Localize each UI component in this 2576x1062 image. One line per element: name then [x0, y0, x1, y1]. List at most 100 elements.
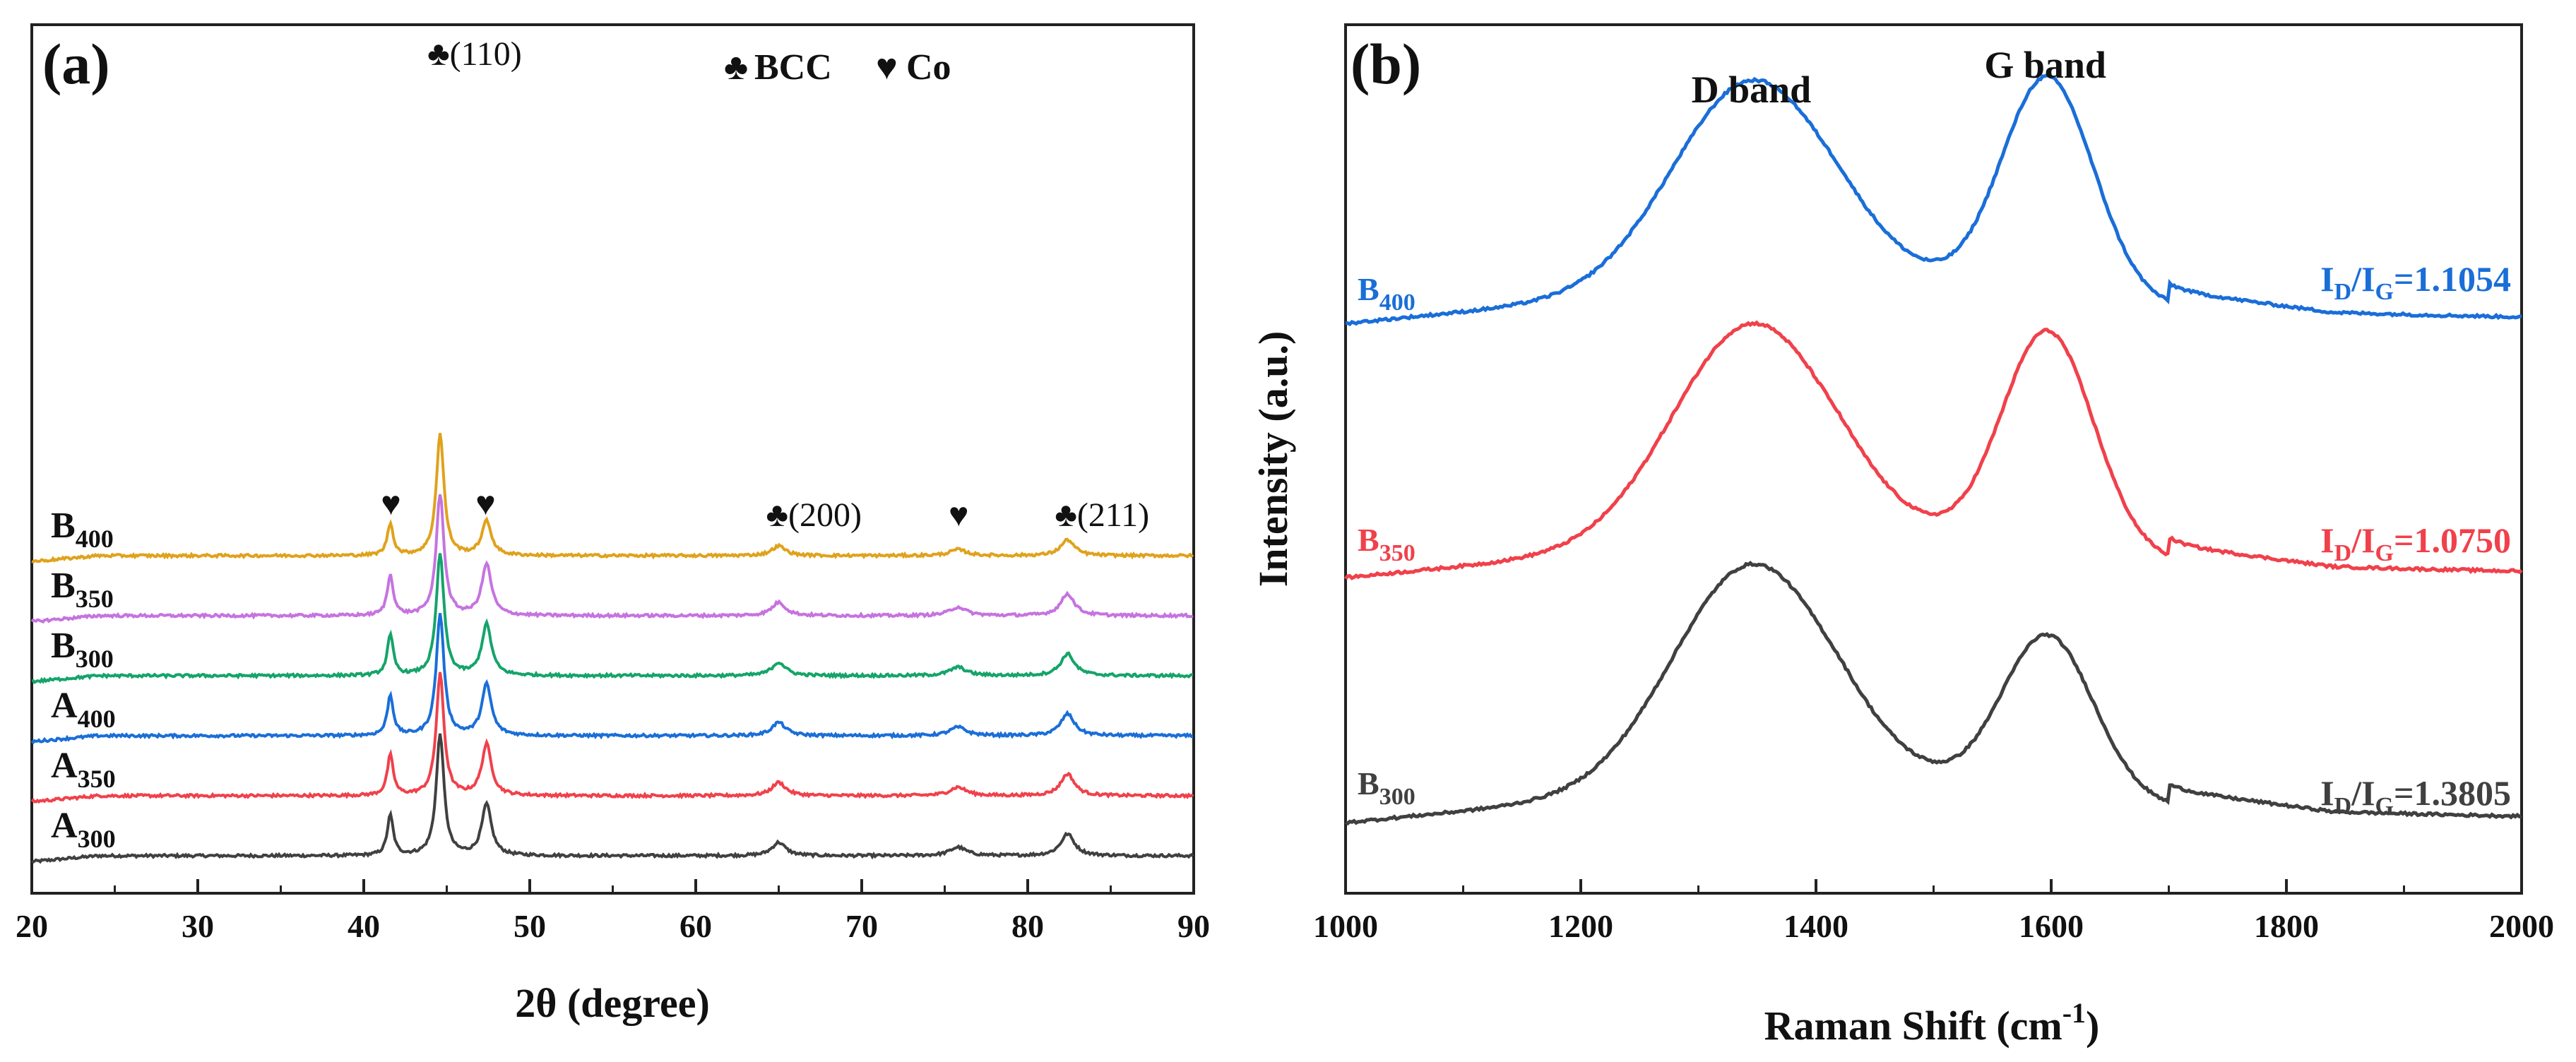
xrd-series-a350 [30, 672, 1194, 804]
panel-b-band-labels: D band G band [1692, 44, 2106, 111]
x-tick-label: 70 [845, 908, 878, 944]
series-label-b300: B300 [51, 626, 114, 673]
series-label-sub: 300 [1379, 784, 1415, 810]
panel-b-series-group [1344, 73, 2523, 826]
co-peak-annotation: ♥ [949, 496, 969, 534]
x-tick-label: 1200 [1548, 908, 1613, 944]
legend-bcc-symbol: ♣ [724, 47, 748, 88]
annotation-text: (211) [1077, 496, 1149, 534]
x-tick-label: 30 [182, 908, 214, 944]
series-label-sub: 400 [1379, 290, 1415, 316]
ratio-slash: /I [2351, 520, 2375, 560]
series-label-letter: A [51, 686, 78, 726]
raman-series-b400 [1345, 73, 2522, 327]
panel-a-peak-annotations: ♣(110)♥ ♥ ♣(200) ♥ ♣(211) [381, 35, 1149, 534]
x-tick-label: 80 [1011, 908, 1044, 944]
series-label-letter: A [51, 806, 78, 846]
panel-a-legend: ♣ BCC ♥ Co [724, 47, 951, 88]
series-label-letter: B [51, 566, 76, 606]
panel-b-x-axis-label-main: Raman Shift (cm [1764, 1003, 2062, 1049]
ratio-g-sub: G [2375, 793, 2394, 819]
annotation-symbol: ♣ [1055, 496, 1077, 534]
legend-co-text: Co [906, 47, 951, 88]
panel-b-y-axis-label: Intensity (a.u.) [1250, 331, 1296, 587]
ratio-i: I [2320, 773, 2334, 813]
annotation-symbol: ♥ [949, 496, 969, 534]
ratio-d-sub: D [2334, 279, 2352, 305]
co-peak-annotation: ♥ [381, 485, 401, 523]
raman-series-b350 [1344, 320, 2523, 580]
bcc-peak-annotation: ♣(110) [427, 35, 522, 73]
series-label-letter: B [1358, 522, 1379, 558]
ratio-value: =1.1054 [2394, 259, 2511, 299]
raman-series-label-b400: B400 [1358, 271, 1415, 316]
ratio-d-sub: D [2334, 793, 2352, 819]
id-ig-ratio-b300: ID/IG=1.3805 [2320, 773, 2511, 819]
series-label-sub: 350 [1379, 540, 1415, 566]
series-label-b400: B400 [51, 506, 114, 553]
xrd-series-b400 [31, 433, 1194, 563]
annotation-symbol: ♣ [766, 496, 789, 534]
xrd-series-b350 [30, 494, 1194, 624]
id-ig-ratio-b400: ID/IG=1.1054 [2320, 259, 2511, 305]
xrd-series-a300 [30, 733, 1194, 864]
series-label-sub: 400 [76, 525, 114, 553]
series-label-letter: B [1358, 271, 1379, 307]
ratio-slash: /I [2351, 259, 2375, 299]
xrd-series-a400 [30, 613, 1194, 745]
series-label-sub: 300 [78, 825, 116, 853]
annotation-symbol: ♥ [381, 485, 401, 523]
ratio-d-sub: D [2334, 540, 2352, 566]
x-tick-label: 1000 [1313, 908, 1378, 944]
ratio-slash: /I [2351, 773, 2375, 813]
ratio-value: =1.0750 [2394, 520, 2511, 560]
panel-b-x-ticks: 1000 1200 1400 1600 1800 2000 [1313, 879, 2554, 944]
xrd-series-b300 [31, 553, 1194, 684]
x-tick-label: 1400 [1783, 908, 1848, 944]
co-peak-annotation: ♥ [475, 485, 496, 523]
ratio-g-sub: G [2375, 540, 2394, 566]
series-label-a350: A350 [51, 746, 116, 793]
g-band-label: G band [1984, 44, 2106, 86]
panel-b-label: (b) [1351, 32, 1421, 96]
series-label-letter: B [51, 506, 76, 546]
bcc-peak-annotation: ♣(200) [766, 496, 862, 534]
annotation-text: (110) [450, 35, 522, 73]
legend-co-symbol: ♥ [876, 47, 898, 88]
series-label-sub: 300 [76, 645, 114, 673]
series-label-sub: 400 [78, 705, 116, 733]
series-label-a300: A300 [51, 806, 116, 853]
legend-bcc-text: BCC [754, 47, 832, 88]
panel-a-plot-frame [30, 23, 1195, 895]
ratio-value: =1.3805 [2394, 773, 2511, 813]
x-tick-label: 60 [679, 908, 712, 944]
series-label-letter: B [51, 626, 76, 666]
panel-a-series-group [30, 433, 1194, 864]
annotation-symbol: ♥ [475, 485, 496, 523]
panel-b-x-axis-label: Raman Shift (cm-1) [1764, 997, 2100, 1049]
panel-a-label: (a) [42, 32, 110, 96]
panel-a-xrd: 20 30 40 50 60 70 80 90 A300A350A400B300B350B40… [16, 23, 1210, 1026]
ratio-g-sub: G [2375, 279, 2394, 305]
d-band-label: D band [1692, 68, 1812, 111]
raman-series-b300 [1344, 561, 2522, 826]
bcc-peak-annotation: ♣(211) [1055, 496, 1149, 534]
x-tick-label: 90 [1177, 908, 1210, 944]
series-label-letter: B [1358, 765, 1379, 801]
panel-b-x-axis-label-end: ) [2086, 1003, 2099, 1049]
raman-series-label-b300: B300 [1358, 765, 1415, 810]
annotation-symbol: ♣ [427, 35, 450, 73]
annotation-text: (200) [788, 496, 862, 534]
series-label-a400: A400 [51, 686, 116, 733]
x-tick-label: 50 [514, 908, 546, 944]
x-tick-label: 1800 [2254, 908, 2319, 944]
panel-a-x-axis-label: 2θ (degree) [515, 980, 710, 1026]
x-tick-label: 2000 [2489, 908, 2554, 944]
raman-series-label-b350: B350 [1358, 522, 1415, 566]
panel-b-x-axis-label-sup: -1 [2062, 997, 2086, 1029]
panel-a-x-ticks: 20 30 40 50 60 70 80 90 [16, 879, 1210, 944]
